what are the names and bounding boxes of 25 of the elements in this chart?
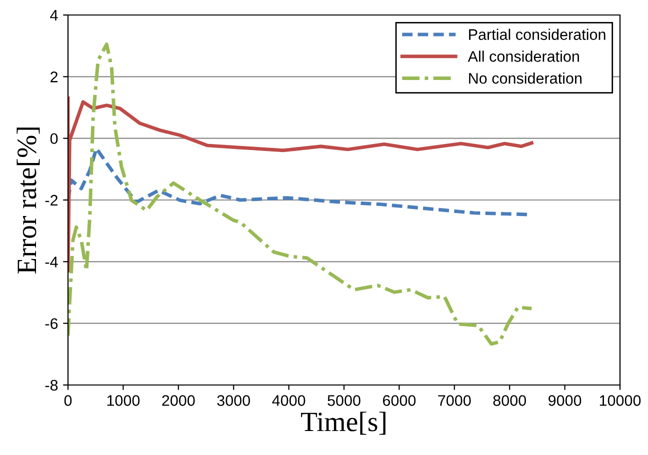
line-series	[68, 146, 530, 216]
x-tick-label: 0	[64, 395, 72, 406]
x-axis-title: Time[s]	[301, 412, 386, 435]
legend-label: Partial consideration	[469, 28, 606, 40]
legend-label: All consideration	[468, 50, 579, 62]
y-tick-label: 2	[50, 72, 58, 82]
x-tick-label: 9000	[548, 395, 582, 406]
x-tick-label: 5000	[328, 395, 360, 406]
x-tick-label: 8000	[493, 395, 526, 406]
legend-label: No consideration	[469, 72, 582, 84]
x-tick-label: 6000	[382, 395, 416, 406]
y-tick-label: 4	[50, 10, 58, 21]
x-tick-label: 1000	[107, 395, 140, 406]
x-tick-label: 3000	[217, 395, 250, 406]
y-tick-label: -4	[45, 256, 58, 268]
x-tick-label: 2000	[162, 395, 195, 406]
line-series	[68, 96, 534, 273]
x-tick-label: 7000	[438, 395, 471, 406]
y-tick-label: -8	[45, 380, 58, 391]
x-tick-label: 4000	[272, 395, 306, 406]
y-axis-title: Error rate[%]	[16, 128, 40, 274]
y-tick-label: -6	[45, 318, 58, 330]
x-tick-label: 10000	[600, 395, 641, 406]
y-tick-label: -2	[45, 194, 58, 206]
y-tick-label: 0	[50, 133, 58, 144]
